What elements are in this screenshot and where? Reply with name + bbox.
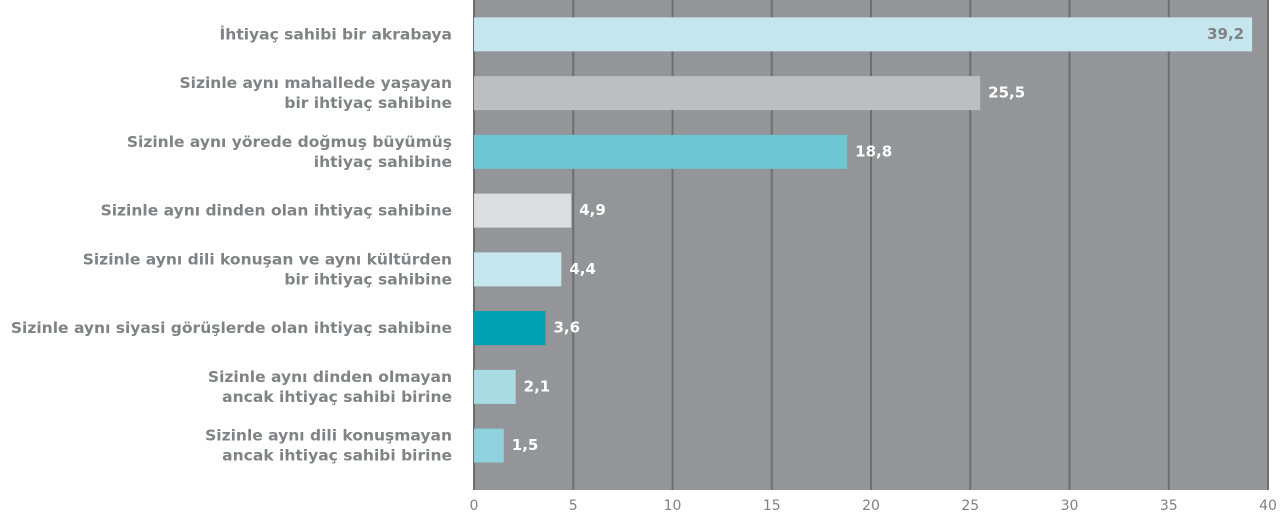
category-line: ancak ihtiyaç sahibi birine [222, 446, 452, 464]
category-line: İhtiyaç sahibi bir akrabaya [220, 24, 452, 43]
bar [474, 252, 562, 287]
category-line: ihtiyaç sahibine [314, 152, 452, 170]
x-tick-label: 15 [763, 498, 781, 514]
value-label: 4,9 [579, 201, 606, 219]
category-label: Sizinle aynı dinden olmayan ancak ihtiyaç… [208, 367, 452, 405]
category-label: Sizinle aynı dili konuşmayan ancak ihtiya… [205, 426, 452, 464]
value-label: 1,5 [512, 436, 539, 454]
bar [474, 311, 546, 346]
category-line: Sizinle aynı dili konuşmayan [205, 426, 452, 444]
bar [474, 193, 572, 228]
value-label: 4,4 [569, 260, 596, 278]
bar [474, 76, 981, 111]
x-tick-label: 25 [961, 498, 979, 514]
x-tick-label: 5 [569, 498, 578, 514]
category-line: Sizinle aynı yörede doğmuş büyümüş [127, 132, 452, 150]
x-tick-label: 30 [1061, 498, 1079, 514]
category-line: ancak ihtiyaç sahibi birine [222, 387, 452, 405]
x-tick-label: 10 [664, 498, 682, 514]
category-label: Sizinle aynı mahallede yaşayan bir ihtiya… [179, 74, 452, 112]
category-line: Sizinle aynı dinden olmayan [208, 367, 452, 385]
category-line: Sizinle aynı mahallede yaşayan [179, 74, 452, 92]
category-label: İhtiyaç sahibi bir akrabaya [220, 24, 452, 43]
x-tick-label: 40 [1259, 498, 1277, 514]
category-line: bir ihtiyaç sahibine [284, 270, 452, 288]
bar [474, 428, 504, 463]
x-tick-label: 20 [862, 498, 880, 514]
value-label: 18,8 [855, 142, 892, 160]
x-tick-label: 0 [470, 498, 479, 514]
category-label: Sizinle aynı dili konuşan ve aynı kültür… [83, 250, 452, 288]
category-label: Sizinle aynı dinden olan ihtiyaç sahibin… [101, 201, 452, 219]
value-label: 3,6 [553, 319, 580, 337]
bar [474, 369, 516, 404]
bar [474, 17, 1253, 52]
category-label: Sizinle aynı yörede doğmuş büyümüş ihtiya… [127, 132, 452, 170]
bar [474, 134, 848, 169]
value-label: 25,5 [988, 84, 1025, 102]
category-label: Sizinle aynı siyasi görüşlerde olan ihti… [11, 319, 452, 337]
category-line: Sizinle aynı dili konuşan ve aynı kültür… [83, 250, 452, 268]
value-label: 39,2 [1207, 25, 1244, 43]
x-tick-label: 35 [1160, 498, 1178, 514]
category-line: Sizinle aynı dinden olan ihtiyaç sahibin… [101, 201, 452, 219]
category-line: Sizinle aynı siyasi görüşlerde olan ihti… [11, 319, 452, 337]
category-line: bir ihtiyaç sahibine [284, 94, 452, 112]
value-label: 2,1 [524, 377, 551, 395]
